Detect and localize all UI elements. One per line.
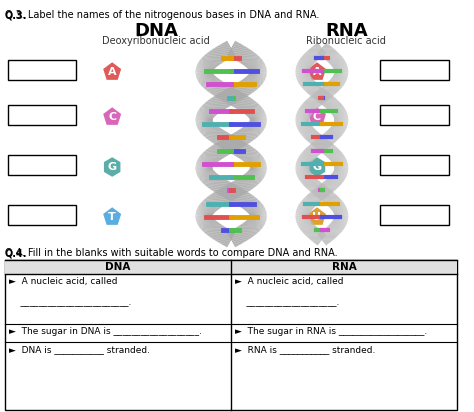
Bar [5, 260, 457, 410]
FancyBboxPatch shape [8, 205, 76, 225]
Text: A: A [108, 67, 117, 77]
Polygon shape [307, 61, 327, 81]
FancyBboxPatch shape [8, 105, 76, 125]
Text: G: G [312, 162, 321, 172]
Text: ►  The sugar in DNA is ___________________.: ► The sugar in DNA is __________________… [9, 327, 201, 336]
Text: ►  DNA is ___________ stranded.: ► DNA is ___________ stranded. [9, 345, 150, 354]
FancyBboxPatch shape [381, 155, 449, 175]
FancyBboxPatch shape [381, 205, 449, 225]
Text: T: T [108, 212, 116, 222]
Text: Q.4. Fill in the blanks with suitable words to compare DNA and RNA.: Q.4. Fill in the blanks with suitable wo… [5, 248, 337, 258]
Text: Ribonucleic acid: Ribonucleic acid [306, 36, 386, 46]
FancyBboxPatch shape [8, 155, 76, 175]
Text: G: G [108, 162, 117, 172]
Text: RNA: RNA [325, 22, 367, 40]
Polygon shape [308, 156, 326, 178]
Text: Q.3. Label the names of the nitrogenous bases in DNA and RNA.: Q.3. Label the names of the nitrogenous … [5, 10, 319, 20]
Text: DNA: DNA [134, 22, 178, 40]
Text: C: C [108, 112, 116, 122]
Text: RNA: RNA [332, 262, 356, 272]
Text: ►  A nucleic acid, called

    ____________________.: ► A nucleic acid, called _______________… [235, 277, 344, 307]
Polygon shape [103, 156, 121, 178]
Text: Deoxyribonucleic acid: Deoxyribonucleic acid [102, 36, 210, 46]
Text: ►  A nucleic acid, called

    ________________________.: ► A nucleic acid, called _______________… [9, 277, 131, 307]
Bar [5, 260, 457, 274]
Polygon shape [102, 61, 122, 81]
FancyBboxPatch shape [381, 105, 449, 125]
Text: Q.4.: Q.4. [5, 248, 27, 258]
Polygon shape [102, 206, 122, 226]
FancyBboxPatch shape [381, 60, 449, 80]
Text: ►  RNA is ___________ stranded.: ► RNA is ___________ stranded. [235, 345, 375, 354]
FancyBboxPatch shape [8, 60, 76, 80]
Text: DNA: DNA [105, 262, 131, 272]
Polygon shape [307, 206, 327, 226]
Text: U: U [312, 212, 321, 222]
Polygon shape [307, 106, 327, 126]
Polygon shape [102, 106, 122, 126]
Text: Q.3.: Q.3. [5, 10, 27, 20]
Text: A: A [313, 67, 321, 77]
Text: ►  The sugar in RNA is ___________________.: ► The sugar in RNA is __________________… [235, 327, 428, 336]
Text: C: C [313, 112, 321, 122]
